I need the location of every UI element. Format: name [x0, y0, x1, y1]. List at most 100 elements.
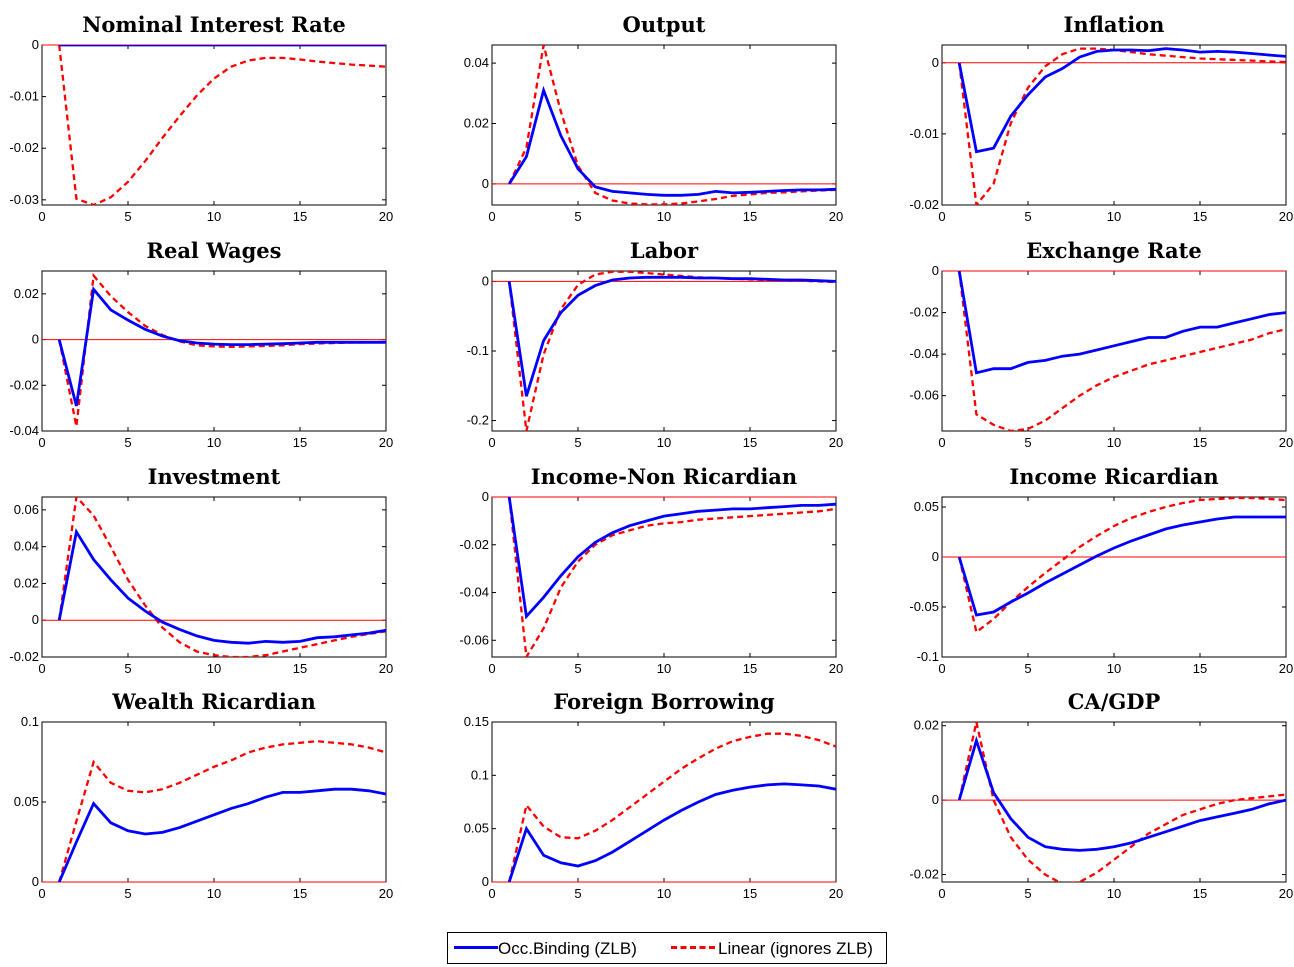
series-line-linear	[508, 497, 836, 657]
x-tick-label: 5	[574, 886, 581, 901]
plot-area	[41, 496, 387, 658]
y-tick-label: 0.04	[14, 539, 39, 554]
x-tick-label: 0	[38, 435, 45, 450]
y-tick-label: 0.06	[14, 502, 39, 517]
series-group	[57, 740, 386, 882]
series-group	[957, 271, 1286, 431]
panel-9: Income Ricardian 0 5 10 15 20 0.05 0 -0.05 -0.1	[909, 464, 1293, 676]
x-tick-label: 5	[574, 661, 581, 676]
panel-title: Nominal Interest Rate	[82, 12, 346, 37]
legend-occ-label: Occ.Binding (ZLB)	[498, 939, 637, 958]
x-tick-label: 5	[1024, 661, 1031, 676]
x-tick-label: 15	[743, 661, 757, 676]
x-tick-label: 20	[829, 661, 843, 676]
y-tick-label: 0.02	[14, 575, 39, 590]
y-tick-label: 0	[482, 176, 489, 191]
legend-lin-swatch	[671, 946, 715, 949]
y-tick-label: -0.1	[917, 649, 939, 664]
panel-title: Real Wages	[147, 238, 282, 263]
x-tick-label: 0	[488, 661, 495, 676]
y-tick-label: 0.02	[914, 718, 939, 733]
panel-6: Exchange Rate 0 5 10 15 20 0 -0.02 -0.04 -0.06	[909, 238, 1293, 450]
y-tick-label: -0.02	[909, 305, 939, 320]
x-tick-label: 15	[293, 209, 307, 224]
y-tick-label: -0.04	[459, 585, 489, 600]
y-tick-label: 0.04	[464, 55, 489, 70]
series-group	[58, 45, 386, 205]
y-tick-label: 0	[932, 549, 939, 564]
panel-3: Inflation 0 5 10 15 20 0 -0.01 -0.02	[909, 12, 1293, 224]
y-tick-label: 0	[482, 489, 489, 504]
x-tick-label: 20	[1279, 209, 1293, 224]
x-tick-label: 5	[124, 661, 131, 676]
x-tick-label: 15	[293, 435, 307, 450]
y-tick-label: 0.1	[471, 767, 489, 782]
x-tick-label: 5	[574, 209, 581, 224]
y-tick-label: 0	[32, 612, 39, 627]
plot-area	[941, 270, 1287, 432]
series-line-occ-binding	[507, 497, 836, 620]
x-tick-label: 20	[1279, 886, 1293, 901]
y-tick-label: -0.02	[9, 377, 39, 392]
x-tick-label: 15	[743, 886, 757, 901]
series-group	[957, 722, 1286, 882]
y-tick-label: 0.02	[14, 286, 39, 301]
series-group	[507, 732, 836, 882]
series-line-occ-binding	[957, 735, 1286, 852]
x-tick-label: 20	[829, 209, 843, 224]
x-tick-label: 15	[1193, 886, 1207, 901]
y-tick-label: 0.05	[464, 821, 489, 836]
x-tick-label: 20	[379, 209, 393, 224]
x-tick-label: 5	[1024, 886, 1031, 901]
panel-2: Output 0 5 10 15 20 0.04 0.02 0	[464, 12, 844, 224]
panel-8: Income-Non Ricardian 0 5 10 15 20 0 -0.02 -0.04 -…	[459, 464, 843, 676]
series-line-occ-binding	[508, 85, 836, 197]
x-tick-label: 10	[1107, 661, 1121, 676]
y-tick-label: -0.02	[909, 197, 939, 212]
y-tick-label: -0.1	[467, 343, 489, 358]
x-tick-label: 5	[574, 435, 581, 450]
y-tick-label: -0.2	[467, 413, 489, 428]
series-group	[57, 497, 386, 657]
x-tick-label: 0	[38, 209, 45, 224]
series-line-occ-binding	[507, 782, 836, 882]
x-tick-label: 10	[657, 435, 671, 450]
x-tick-label: 15	[1193, 661, 1207, 676]
x-tick-label: 15	[1193, 435, 1207, 450]
y-tick-label: -0.02	[459, 537, 489, 552]
x-tick-label: 20	[829, 886, 843, 901]
y-tick-label: 0	[932, 263, 939, 278]
x-tick-label: 15	[743, 435, 757, 450]
plot-area	[941, 44, 1287, 206]
series-line-linear	[58, 45, 386, 205]
series-line-occ-binding	[57, 286, 386, 407]
x-tick-label: 10	[207, 435, 221, 450]
y-tick-label: 0.05	[14, 794, 39, 809]
x-tick-label: 10	[657, 209, 671, 224]
y-tick-label: -0.02	[9, 649, 39, 664]
x-tick-label: 0	[938, 886, 945, 901]
y-tick-label: 0	[32, 37, 39, 52]
x-tick-label: 0	[938, 435, 945, 450]
x-tick-label: 0	[488, 209, 495, 224]
series-line-occ-binding	[57, 528, 386, 645]
series-line-linear	[958, 271, 1286, 431]
x-tick-label: 10	[657, 886, 671, 901]
y-tick-label: 0	[932, 55, 939, 70]
x-tick-label: 10	[1107, 435, 1121, 450]
y-tick-label: 0.1	[21, 714, 39, 729]
series-line-occ-binding	[957, 515, 1286, 617]
panel-title: Output	[623, 12, 706, 37]
series-line-linear	[58, 740, 386, 882]
series-group	[57, 272, 386, 427]
y-tick-label: -0.04	[909, 346, 939, 361]
legend-lin-label: Linear (ignores ZLB)	[718, 939, 873, 958]
series-group	[507, 497, 836, 657]
y-tick-label: -0.03	[9, 192, 39, 207]
panel-title: Exchange Rate	[1026, 238, 1201, 263]
series-group	[957, 47, 1286, 205]
panel-title: Labor	[630, 238, 699, 263]
plot-area	[41, 44, 387, 206]
